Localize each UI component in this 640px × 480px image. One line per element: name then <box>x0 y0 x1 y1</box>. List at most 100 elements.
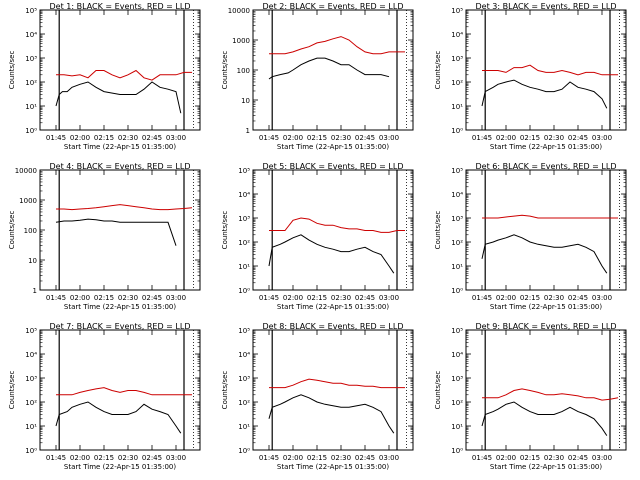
y-tick-label: 10⁴ <box>25 351 37 359</box>
y-tick-label: 10⁰ <box>25 447 37 455</box>
x-tick-label: 02:15 <box>94 134 114 142</box>
y-axis-label: Counts/sec <box>8 211 16 250</box>
x-tick-label: 02:30 <box>331 134 351 142</box>
series-line-lld <box>56 69 192 81</box>
x-tick-label: 02:00 <box>496 134 516 142</box>
panel-det-3: Det 3: BLACK = Events, RED = LLD 10⁰ 10¹ 10… <box>434 2 627 151</box>
x-tick-label: 02:30 <box>118 134 138 142</box>
x-tick-label: 02:30 <box>544 294 564 302</box>
series-line-lld <box>482 388 619 401</box>
x-tick-label: 03:00 <box>592 294 612 302</box>
x-tick-label: 03:00 <box>166 294 186 302</box>
y-tick-label: 10¹ <box>238 423 250 431</box>
y-tick-label: 10¹ <box>451 103 463 111</box>
y-tick-label: 1 <box>33 287 37 295</box>
y-tick-label: 10² <box>451 399 463 407</box>
x-tick-label: 02:45 <box>142 454 162 462</box>
x-tick-label: 01:45 <box>259 134 279 142</box>
x-tick-label: 02:30 <box>331 454 351 462</box>
x-tick-label: 01:45 <box>259 294 279 302</box>
panel-title: Det 1: BLACK = Events, RED = LLD <box>50 2 191 11</box>
series-line-events <box>268 57 390 80</box>
x-axis-label: Start Time (22-Apr-15 01:35:00) <box>277 143 389 151</box>
x-tick-label: 02:00 <box>496 294 516 302</box>
x-tick-label: 02:30 <box>118 294 138 302</box>
x-tick-label: 02:30 <box>544 454 564 462</box>
x-tick-label: 02:30 <box>544 134 564 142</box>
x-tick-label: 02:45 <box>355 134 375 142</box>
y-tick-label: 10⁵ <box>238 167 250 175</box>
x-tick-label: 02:30 <box>331 294 351 302</box>
panel-det-6: Det 6: BLACK = Events, RED = LLD 10⁰ 10¹ 10… <box>434 162 627 311</box>
plot-frame <box>39 169 201 291</box>
series-line-lld <box>269 36 405 55</box>
series-line-events <box>55 81 182 114</box>
plot-frame <box>465 9 627 131</box>
series-line-events <box>481 401 608 436</box>
x-tick-label: 02:15 <box>520 294 540 302</box>
y-tick-label: 10⁵ <box>451 167 463 175</box>
x-tick-label: 03:00 <box>592 134 612 142</box>
y-axis-label: Counts/sec <box>221 51 229 90</box>
series-line-events <box>55 218 177 246</box>
y-tick-label: 10³ <box>451 55 463 63</box>
x-axis-label: Start Time (22-Apr-15 01:35:00) <box>64 303 176 311</box>
y-tick-label: 10⁰ <box>238 447 250 455</box>
y-tick-label: 10³ <box>25 55 37 63</box>
x-tick-label: 02:00 <box>283 454 303 462</box>
plot-frame <box>39 9 201 131</box>
x-tick-label: 01:45 <box>46 134 66 142</box>
y-tick-label: 10⁴ <box>238 191 250 199</box>
y-tick-label: 10⁰ <box>25 127 37 135</box>
x-tick-label: 02:15 <box>307 134 327 142</box>
x-axis-label: Start Time (22-Apr-15 01:35:00) <box>64 143 176 151</box>
y-tick-label: 10⁰ <box>451 287 463 295</box>
x-tick-label: 02:45 <box>142 294 162 302</box>
x-tick-label: 03:00 <box>592 454 612 462</box>
x-tick-label: 03:00 <box>379 294 399 302</box>
panel-det-5: Det 5: BLACK = Events, RED = LLD 10⁰ 10¹ 10… <box>221 162 414 311</box>
x-tick-label: 01:45 <box>46 454 66 462</box>
y-tick-label: 10² <box>25 399 37 407</box>
y-axis-label: Counts/sec <box>8 51 16 90</box>
x-axis-label: Start Time (22-Apr-15 01:35:00) <box>490 143 602 151</box>
x-tick-label: 03:00 <box>166 454 186 462</box>
y-tick-label: 10³ <box>238 375 250 383</box>
x-tick-label: 02:45 <box>142 134 162 142</box>
series-line-events <box>481 79 608 109</box>
y-tick-label: 10⁴ <box>451 351 463 359</box>
panel-det-4: Det 4: BLACK = Events, RED = LLD 1 10 100 10… <box>8 162 201 311</box>
series-line-events <box>55 401 182 434</box>
y-tick-label: 10⁵ <box>25 7 37 15</box>
y-tick-label: 10² <box>451 239 463 247</box>
x-tick-label: 01:45 <box>472 294 492 302</box>
y-tick-label: 10² <box>451 79 463 87</box>
plot-frame <box>252 329 414 451</box>
panel-det-8: Det 8: BLACK = Events, RED = LLD 10⁰ 10¹ 10… <box>221 322 414 471</box>
series-line-lld <box>56 387 192 396</box>
x-tick-label: 01:45 <box>472 454 492 462</box>
y-tick-label: 10¹ <box>238 263 250 271</box>
y-tick-label: 10³ <box>451 375 463 383</box>
x-tick-label: 02:15 <box>94 294 114 302</box>
y-tick-label: 10⁵ <box>451 7 463 15</box>
x-axis-label: Start Time (22-Apr-15 01:35:00) <box>64 463 176 471</box>
y-tick-label: 10 <box>241 97 250 105</box>
x-axis-label: Start Time (22-Apr-15 01:35:00) <box>277 463 389 471</box>
x-tick-label: 02:15 <box>94 454 114 462</box>
x-tick-label: 02:45 <box>568 294 588 302</box>
x-tick-label: 02:30 <box>118 454 138 462</box>
series-line-lld <box>482 214 618 219</box>
y-axis-label: Counts/sec <box>434 51 442 90</box>
x-tick-label: 02:15 <box>307 454 327 462</box>
y-tick-label: 10² <box>238 239 250 247</box>
y-tick-label: 10 <box>28 257 37 265</box>
y-tick-label: 10³ <box>25 375 37 383</box>
y-tick-label: 10⁴ <box>451 31 463 39</box>
panel-title: Det 4: BLACK = Events, RED = LLD <box>50 162 191 171</box>
x-tick-label: 02:15 <box>307 294 327 302</box>
y-tick-label: 10³ <box>451 215 463 223</box>
x-tick-label: 02:00 <box>283 294 303 302</box>
x-tick-label: 02:00 <box>70 454 90 462</box>
